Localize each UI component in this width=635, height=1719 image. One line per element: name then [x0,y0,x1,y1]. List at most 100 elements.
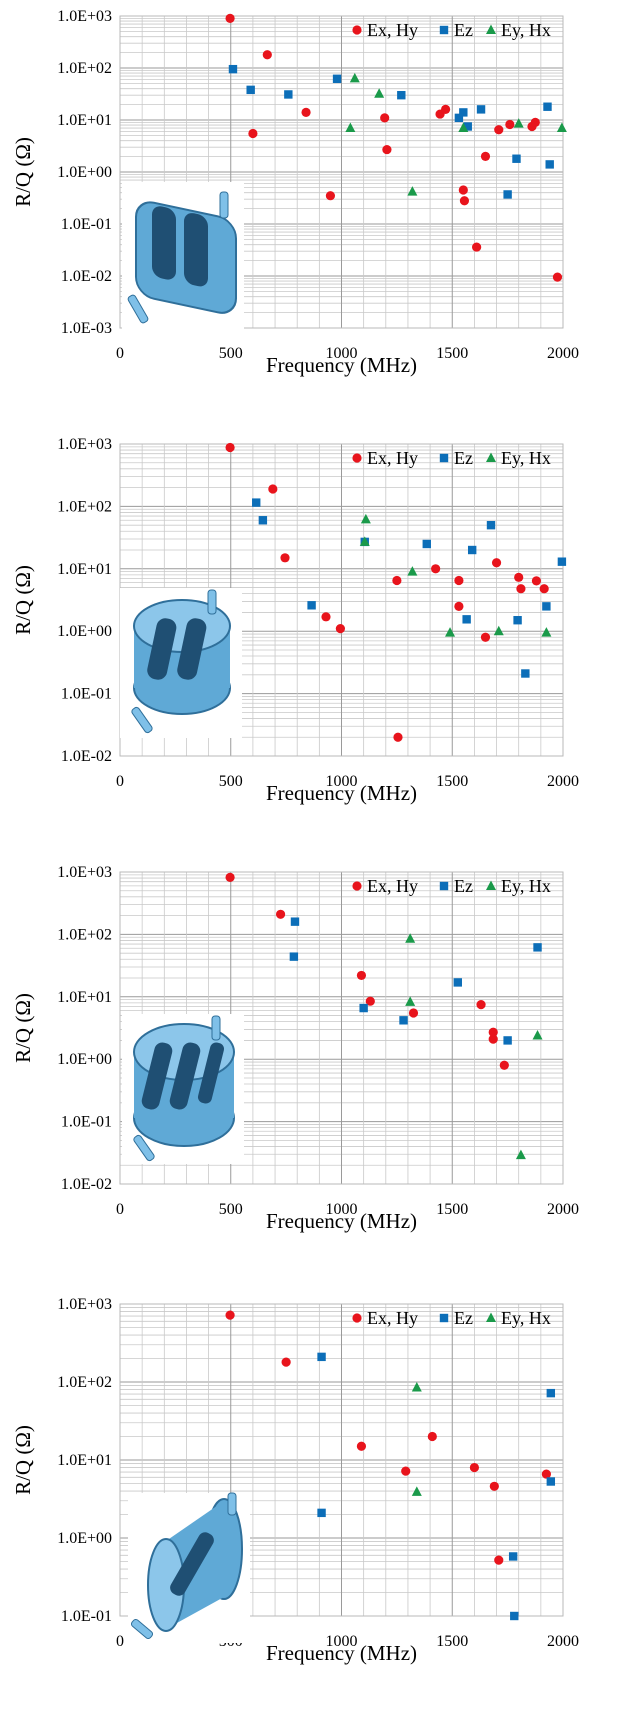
legend-label: Ex, Hy [367,876,418,896]
data-point-ex-hy [514,572,524,582]
data-point-ez [476,105,486,114]
data-point-ex-hy [356,970,367,981]
legend-marker-ey-hx [486,452,496,462]
data-point-ex-hy [382,144,392,155]
y-tick-label: 1.0E+01 [57,1452,112,1469]
x-tick-label: 500 [219,773,243,790]
data-point-ex-hy [476,999,486,1010]
legend-label: Ey, Hx [501,876,551,896]
data-point-ex-hy [491,558,502,568]
legend-item-ey-hx: Ey, Hx [486,1308,551,1328]
data-point-ex-hy [494,1555,504,1565]
x-tick-label: 1000 [326,1201,358,1218]
data-point-ey-hx [359,536,370,546]
cavity-illustration-1 [122,182,244,332]
data-point-ey-hx [532,1029,543,1040]
cavity-illustration-3 [122,1014,244,1164]
y-tick-label: 1.0E+03 [57,1296,112,1313]
series-ez [289,917,542,1045]
legend-item-ex-hy: Ex, Hy [352,20,418,40]
data-point-ez [543,102,552,111]
data-point-ez [453,978,462,987]
y-tick-label: 1.0E+02 [57,60,112,77]
data-point-ez [258,516,268,525]
data-point-ex-hy [541,1469,551,1479]
chart-panel-3: 1.0E-02 1.0E-01 1.0E+00 1.0E+01 1.0E+02 1.0E+… [0,856,635,1286]
x-tick-label: 1000 [326,773,358,790]
data-point-ey-hx [405,933,416,943]
data-point-ex-hy [441,104,451,114]
legend-item-ey-hx: Ey, Hx [486,448,551,468]
data-point-ez [557,557,567,566]
data-point-ez [307,601,316,610]
data-point-ey-hx [458,122,469,133]
data-point-ex-hy [530,117,540,127]
data-point-ex-hy [539,584,549,594]
data-point-ez [284,90,293,99]
y-tick-label: 1.0E-03 [61,320,112,337]
data-point-ez [246,85,255,95]
data-point-ex-hy [380,113,390,123]
y-tick-label: 1.0E+01 [57,112,112,129]
series-ey-hx [359,513,552,637]
data-point-ex-hy [225,1310,235,1320]
data-point-ez [399,1016,408,1025]
data-point-ex-hy [494,125,504,135]
x-tick-label: 0 [116,773,124,790]
legend-marker-ex-hy [352,1313,362,1323]
legend-label: Ez [454,1308,473,1328]
data-point-ex-hy [393,732,403,742]
legend-label: Ez [454,876,473,896]
data-point-ey-hx [407,566,418,576]
plot-frame [119,871,564,1185]
data-point-ey-hx [407,186,418,196]
data-point-ex-hy [431,564,441,574]
x-tick-label: 1500 [436,773,468,790]
data-point-ex-hy [469,1462,479,1473]
x-axis-label: Frequency (MHz) [266,1641,417,1665]
legend-marker-ez [439,453,449,463]
data-point-ex-hy [225,13,235,23]
series-ey-hx [345,72,567,196]
legend-marker-ex-hy [352,453,362,463]
data-point-ex-hy [459,196,470,206]
x-axis-label: Frequency (MHz) [266,353,417,377]
y-tick-label: 1.0E-01 [61,1114,112,1131]
series-ey-hx [411,1382,422,1496]
x-tick-label: 2000 [547,1633,579,1650]
cavity-illustration-2 [120,588,242,738]
x-tick-label: 1500 [436,1201,468,1218]
legend-marker-ey-hx [486,880,496,890]
legend-marker-ez [439,881,449,891]
data-point-ex-hy [321,612,331,622]
data-point-ex-hy [531,576,542,586]
legend-label: Ey, Hx [501,20,551,40]
series-ez [317,1352,556,1621]
data-point-ez [545,160,554,169]
y-tick-label: 1.0E-01 [61,1608,112,1625]
data-point-ey-hx [445,627,456,637]
legend-marker-ex-hy [352,25,362,35]
plot-frame [119,15,564,329]
data-point-ez [513,616,522,625]
data-point-ex-hy [408,1008,419,1018]
series-ex-hy [225,1310,551,1565]
legend-label: Ez [454,20,473,40]
data-point-ey-hx [349,72,360,83]
series-ey-hx [405,933,543,1160]
data-point-ez [486,520,496,530]
cavity-illustration-4 [128,1492,250,1643]
data-point-ez [290,917,300,926]
data-point-ey-hx [513,118,524,128]
legend-marker-ez [439,1313,449,1323]
chart-panel-2: 1.0E-02 1.0E-01 1.0E+00 1.0E+01 1.0E+02 1.0E+… [0,428,635,858]
data-point-ey-hx [556,122,567,133]
legend-label: Ey, Hx [501,1308,551,1328]
data-point-ey-hx [374,88,385,98]
data-point-ex-hy [458,185,468,195]
data-point-ez [510,1611,519,1621]
data-point-ey-hx [345,122,356,133]
legend-label: Ey, Hx [501,448,551,468]
legend-marker-ez [439,25,449,35]
data-point-ey-hx [493,625,504,636]
